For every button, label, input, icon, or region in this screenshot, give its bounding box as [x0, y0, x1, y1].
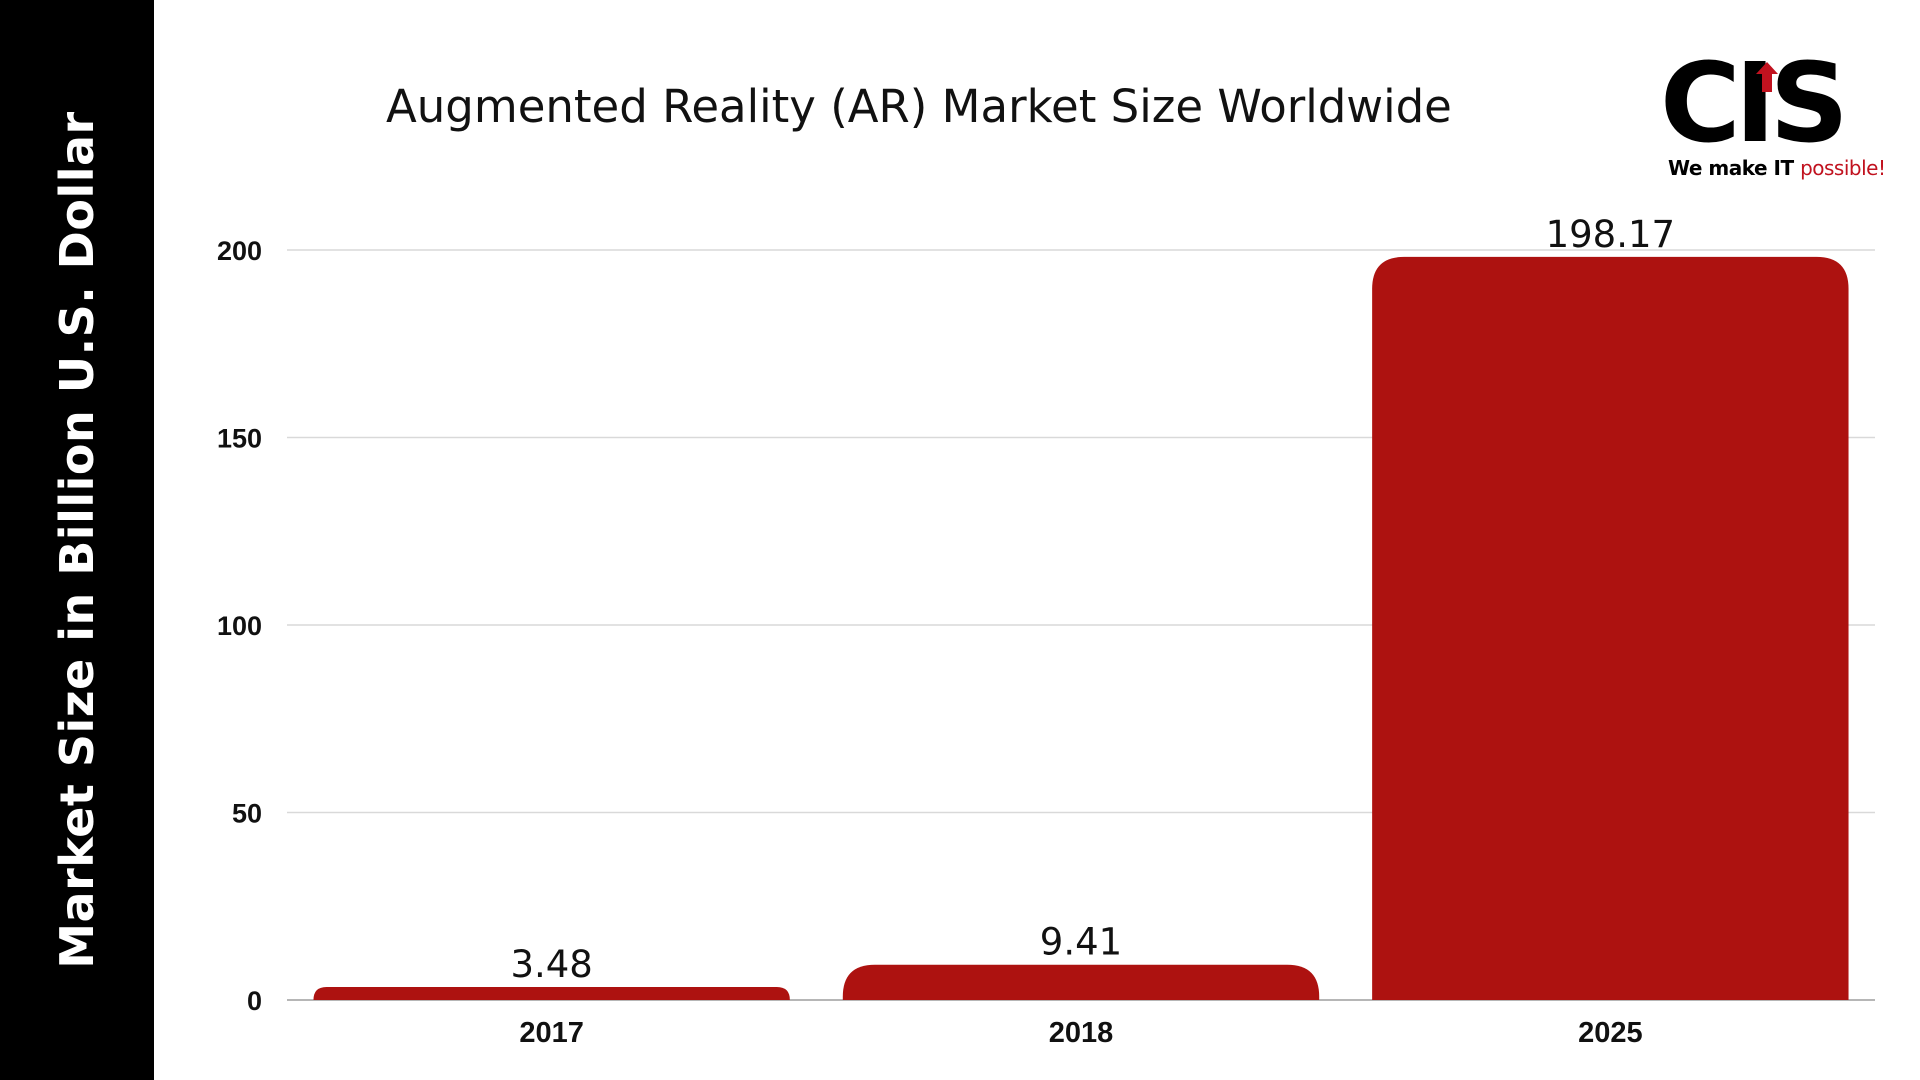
x-tick-label-2017: 2017 — [519, 1017, 584, 1049]
x-tick-label-2018: 2018 — [1049, 1017, 1114, 1049]
bar-2025 — [1372, 256, 1849, 1000]
bar-2018 — [842, 964, 1320, 1000]
bars — [313, 256, 1849, 1000]
logo-letters: CIS — [1660, 39, 1849, 167]
y-tick-label: 0 — [247, 986, 262, 1016]
y-tick-label: 200 — [217, 236, 262, 266]
logo-tagline-accent: possible! — [1800, 156, 1886, 180]
labels: 0 50 100 150 200 3.48 2017 9.41 2018 198.17 2025 — [217, 213, 1675, 1049]
logo-arrow-icon — [1756, 62, 1778, 92]
y-tick-label: 100 — [217, 611, 262, 641]
logo-tagline-main: We make IT — [1668, 156, 1801, 180]
bar-2017 — [313, 986, 790, 1000]
ylabel-band: Market Size in Billion U.S. Dollar — [0, 0, 154, 1080]
data-label-2018: 9.41 — [1040, 921, 1122, 964]
x-tick-label-2025: 2025 — [1578, 1017, 1643, 1049]
logo-tagline: We make IT possible! — [1668, 156, 1886, 180]
chart-title: Augmented Reality (AR) Market Size World… — [386, 80, 1452, 133]
y-tick-label: 150 — [217, 424, 262, 454]
data-label-2025: 198.17 — [1546, 213, 1675, 256]
cis-logo: CIS We make IT possible! — [1660, 39, 1886, 184]
y-tick-label: 50 — [232, 799, 262, 829]
data-label-2017: 3.48 — [510, 943, 592, 986]
